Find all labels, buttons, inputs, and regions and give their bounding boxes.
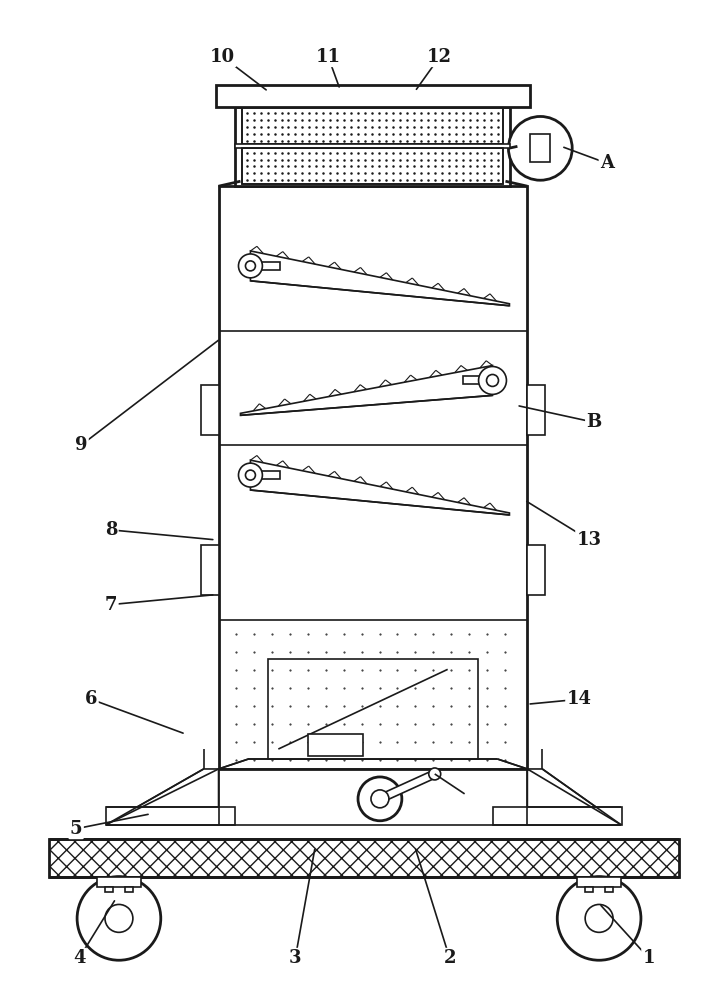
Bar (493, 807, 622, 825)
Circle shape (486, 374, 499, 386)
Circle shape (245, 470, 256, 480)
Text: 6: 6 (84, 690, 98, 708)
Bar (462, 376, 491, 384)
Bar (308, 734, 363, 756)
Bar (235, 107, 510, 186)
Bar (242, 108, 504, 144)
Text: 10: 10 (210, 48, 235, 66)
Circle shape (105, 904, 133, 932)
Text: 13: 13 (577, 531, 601, 549)
Bar (201, 385, 218, 435)
Bar (253, 471, 280, 479)
Bar (585, 887, 593, 892)
Polygon shape (218, 759, 527, 769)
Circle shape (239, 463, 262, 487)
Text: 12: 12 (427, 48, 452, 66)
Bar (242, 148, 504, 184)
Circle shape (239, 254, 262, 278)
Circle shape (371, 790, 389, 808)
Bar (215, 85, 531, 107)
Polygon shape (250, 460, 510, 515)
Circle shape (358, 777, 402, 821)
Polygon shape (250, 251, 510, 306)
Text: 4: 4 (73, 949, 85, 967)
Bar (605, 887, 613, 892)
Polygon shape (527, 769, 621, 825)
Bar (106, 807, 235, 825)
Bar (242, 108, 504, 144)
Bar (242, 148, 504, 184)
Text: 7: 7 (105, 596, 117, 614)
Circle shape (508, 116, 572, 180)
Text: 5: 5 (70, 820, 82, 838)
Bar (527, 385, 545, 435)
Bar (50, 839, 678, 877)
Bar (531, 134, 550, 162)
Text: B: B (587, 413, 602, 431)
Circle shape (429, 768, 440, 780)
Text: 14: 14 (566, 690, 592, 708)
Circle shape (557, 877, 641, 960)
Text: 1: 1 (643, 949, 655, 967)
Text: 2: 2 (443, 949, 456, 967)
Text: 3: 3 (289, 949, 301, 967)
Circle shape (245, 261, 256, 271)
Bar (577, 877, 621, 887)
Bar (105, 887, 113, 892)
Circle shape (585, 904, 613, 932)
Text: 8: 8 (105, 521, 117, 539)
Bar (97, 877, 141, 887)
Bar (527, 545, 545, 595)
Text: 9: 9 (75, 436, 87, 454)
Text: 11: 11 (316, 48, 341, 66)
Bar (235, 144, 510, 148)
Circle shape (77, 877, 161, 960)
Bar (218, 186, 527, 769)
Bar (125, 887, 133, 892)
Text: A: A (600, 154, 614, 172)
Polygon shape (379, 770, 436, 802)
Bar (201, 545, 218, 595)
Circle shape (478, 367, 507, 394)
Polygon shape (240, 366, 493, 415)
Bar (253, 262, 280, 270)
Bar (269, 659, 478, 759)
Polygon shape (106, 769, 218, 825)
